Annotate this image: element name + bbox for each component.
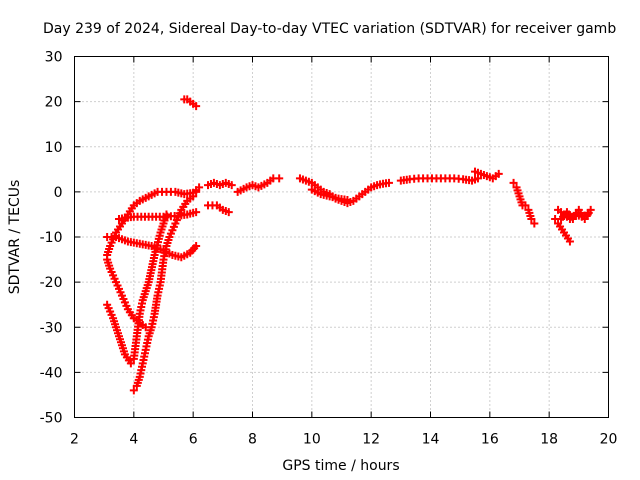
y-tick-label: -20 — [40, 275, 63, 291]
y-tick-label: 0 — [54, 185, 63, 201]
data-point — [192, 242, 201, 251]
x-tick-label: 8 — [248, 432, 257, 448]
data-point — [343, 195, 352, 204]
series-arc-f — [115, 208, 201, 223]
y-axis-label: SDTVAR / TECUs — [7, 180, 23, 295]
data-point — [275, 174, 284, 183]
x-tick-label: 20 — [600, 432, 618, 448]
x-tick-label: 16 — [481, 432, 499, 448]
x-axis-tick-labels: 2 4 6 8 10 12 14 16 18 20 — [70, 432, 617, 448]
data-point — [586, 205, 595, 214]
x-tick-label: 14 — [422, 432, 440, 448]
x-tick-label: 12 — [362, 432, 380, 448]
y-tick-label: 10 — [45, 140, 63, 156]
y-axis-tick-labels: -50 -40 -30 -20 -10 0 10 20 30 — [40, 50, 63, 427]
chart-title: Day 239 of 2024, Sidereal Day-to-day VTE… — [43, 21, 616, 37]
data-point — [192, 102, 201, 111]
series-arc-m — [396, 174, 482, 185]
y-tick-label: -30 — [40, 320, 63, 336]
series-arc-p — [521, 201, 539, 228]
x-axis-label: GPS time / hours — [282, 458, 399, 474]
data-point — [384, 178, 393, 187]
data-point — [494, 169, 503, 178]
series-arc-l — [307, 185, 352, 204]
series-arc-e — [103, 233, 201, 262]
data-point — [195, 183, 204, 192]
series-arc-g — [180, 95, 201, 111]
x-tick-label: 2 — [70, 432, 79, 448]
x-tick-label: 4 — [129, 432, 138, 448]
data-point — [192, 208, 201, 217]
series-arc-j — [233, 174, 284, 196]
grid-lines — [74, 56, 609, 418]
data-point — [527, 214, 536, 223]
series-arc-q — [551, 214, 574, 246]
y-tick-label: -40 — [40, 365, 63, 381]
data-point — [565, 237, 574, 246]
series-arc-d — [103, 183, 204, 260]
data-point — [126, 359, 135, 368]
series-arc-c — [129, 187, 201, 395]
data-point — [224, 208, 233, 217]
x-tick-label: 18 — [540, 432, 558, 448]
data-point — [530, 219, 539, 228]
data-points — [103, 95, 595, 395]
y-tick-label: 20 — [45, 95, 63, 111]
data-point — [509, 178, 518, 187]
series-arc-i — [204, 201, 233, 217]
x-tick-label: 6 — [189, 432, 198, 448]
data-point — [129, 386, 138, 395]
series-arc-s — [557, 205, 595, 223]
x-tick-label: 10 — [303, 432, 321, 448]
y-tick-label: -10 — [40, 230, 63, 246]
data-point — [521, 201, 530, 210]
data-point — [227, 181, 236, 190]
axis-ticks — [74, 56, 609, 418]
series-arc-h — [204, 178, 236, 190]
y-tick-label: 30 — [45, 50, 63, 66]
series-arc-n — [471, 167, 503, 183]
y-tick-label: -50 — [40, 411, 63, 427]
